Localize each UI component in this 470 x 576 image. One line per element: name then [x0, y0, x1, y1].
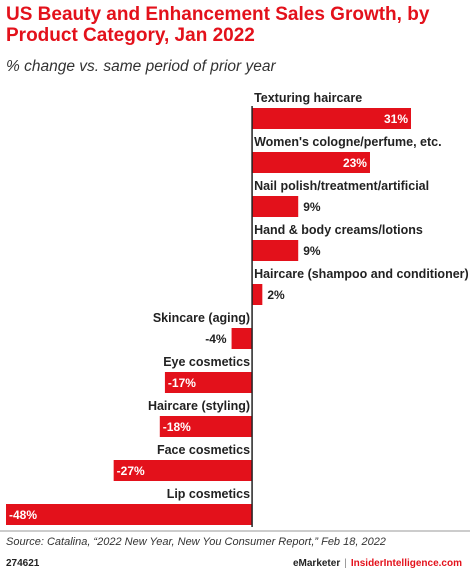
value-label-eye-cosmetics: -17% — [168, 376, 196, 390]
value-label-haircare-shampoo-and-conditioner: 2% — [267, 288, 285, 302]
footer-brand: eMarketer | InsiderIntelligence.com — [293, 558, 462, 569]
bar-haircare-styling — [159, 416, 253, 437]
category-label-hand-body-creams-lotions: Hand & body creams/lotions — [254, 223, 423, 237]
value-label-hand-body-creams-lotions: 9% — [303, 244, 321, 258]
category-label-women-s-cologne-perfume-etc: Women's cologne/perfume, etc. — [254, 135, 441, 149]
value-label-lip-cosmetics: -48% — [9, 508, 37, 522]
chart-title: US Beauty and Enhancement Sales Growth, … — [6, 4, 430, 46]
value-label-nail-polish-treatment-artificial: 9% — [303, 200, 321, 214]
bar-haircare-shampoo-and-conditioner — [252, 284, 263, 305]
bar-lip-cosmetics — [6, 504, 253, 525]
brand-emarketer: eMarketer — [292, 558, 341, 569]
brand-insider-intelligence-link[interactable]: InsiderIntelligence.com — [350, 558, 462, 569]
bar-face-cosmetics — [113, 460, 253, 481]
source-note: Source: Catalina, “2022 New Year, New Yo… — [6, 536, 386, 548]
bar-nail-polish-treatment-artificial — [252, 196, 299, 217]
category-label-eye-cosmetics: Eye cosmetics — [163, 355, 250, 369]
category-label-face-cosmetics: Face cosmetics — [157, 443, 250, 457]
bar-women-s-cologne-perfume-etc — [252, 152, 370, 173]
value-label-women-s-cologne-perfume-etc: 23% — [343, 156, 367, 170]
bar-hand-body-creams-lotions — [252, 240, 299, 261]
value-label-texturing-haircare: 31% — [384, 112, 408, 126]
value-label-haircare-styling: -18% — [163, 420, 191, 434]
bar-eye-cosmetics — [164, 372, 253, 393]
category-label-haircare-shampoo-and-conditioner: Haircare (shampoo and conditioner) — [254, 267, 469, 281]
category-label-haircare-styling: Haircare (styling) — [148, 399, 250, 413]
category-label-skincare-aging: Skincare (aging) — [153, 311, 250, 325]
value-label-face-cosmetics: -27% — [117, 464, 145, 478]
brand-separator: | — [344, 558, 347, 569]
category-label-lip-cosmetics: Lip cosmetics — [167, 487, 250, 501]
value-label-skincare-aging: -4% — [205, 332, 227, 346]
chart-subtitle: % change vs. same period of prior year — [6, 58, 276, 75]
bar-texturing-haircare — [252, 108, 411, 129]
category-label-nail-polish-treatment-artificial: Nail polish/treatment/artificial — [254, 179, 429, 193]
bar-skincare-aging — [231, 328, 253, 349]
chart-id: 274621 — [6, 558, 40, 569]
category-label-texturing-haircare: Texturing haircare — [254, 91, 362, 105]
